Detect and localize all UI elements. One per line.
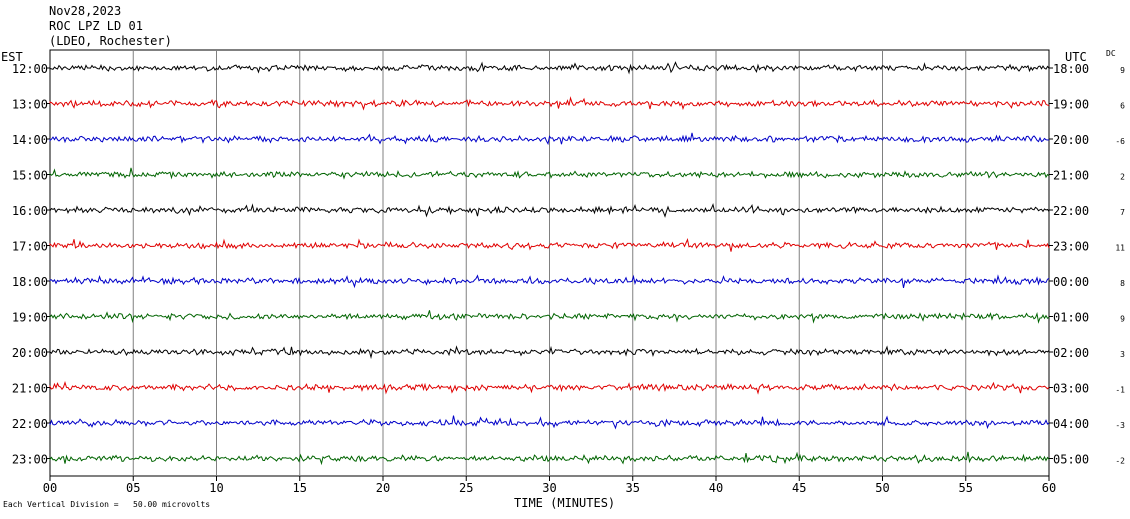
trace-line: [49, 310, 1050, 324]
utc-time-label: 23:00: [1053, 240, 1089, 254]
dc-offset-value: 2: [1120, 173, 1125, 182]
x-tick-label: 20: [376, 481, 390, 495]
x-tick-label: 35: [626, 481, 640, 495]
trace-line: [49, 237, 1050, 252]
utc-time-label: 02:00: [1053, 346, 1089, 360]
est-time-label: 22:00: [12, 417, 48, 431]
dc-offset-value: 8: [1120, 279, 1125, 288]
x-tick-label: 00: [43, 481, 57, 495]
left-timezone-label: EST: [1, 50, 23, 64]
dc-offset-value: -1: [1115, 386, 1125, 395]
est-time-label: 16:00: [12, 204, 48, 218]
dc-offset-header: DC: [1106, 49, 1116, 58]
x-tick-label: 25: [459, 481, 473, 495]
est-time-label: 20:00: [12, 346, 48, 360]
dc-offset-value: -6: [1115, 137, 1125, 146]
trace-line: [49, 274, 1050, 289]
network-name: (LDEO, Rochester): [49, 34, 172, 48]
utc-time-label: 01:00: [1053, 311, 1089, 325]
est-time-label: 23:00: [12, 453, 48, 467]
est-time-label: 18:00: [12, 275, 48, 289]
record-date: Nov28,2023: [49, 4, 122, 18]
trace-line: [49, 345, 1050, 360]
dc-offset-value: 7: [1120, 208, 1125, 217]
x-tick-label: 45: [792, 481, 806, 495]
x-tick-label: 60: [1042, 481, 1056, 495]
dc-offset-value: 6: [1120, 102, 1125, 111]
dc-offset-value: 11: [1115, 244, 1125, 253]
dc-offset-value: 3: [1120, 350, 1125, 359]
utc-time-label: 04:00: [1053, 417, 1089, 431]
est-time-label: 12:00: [12, 62, 48, 76]
trace-line: [49, 380, 1050, 395]
x-tick-label: 10: [209, 481, 223, 495]
utc-time-label: 18:00: [1053, 62, 1089, 76]
trace-line: [49, 132, 1050, 146]
utc-time-label: 22:00: [1053, 204, 1089, 218]
trace-line: [49, 451, 1050, 466]
trace-line: [49, 167, 1050, 180]
utc-time-label: 00:00: [1053, 275, 1089, 289]
x-tick-label: 05: [126, 481, 140, 495]
utc-time-label: 20:00: [1053, 133, 1089, 147]
station-code: ROC LPZ LD 01: [49, 19, 143, 33]
right-timezone-label: UTC: [1065, 50, 1087, 64]
dc-offset-value: 9: [1120, 66, 1125, 75]
utc-time-label: 19:00: [1053, 98, 1089, 112]
est-time-label: 21:00: [12, 382, 48, 396]
est-time-label: 17:00: [12, 240, 48, 254]
x-tick-label: 30: [542, 481, 556, 495]
trace-line: [49, 61, 1050, 75]
est-time-label: 13:00: [12, 98, 48, 112]
x-tick-label: 50: [875, 481, 889, 495]
dc-offset-value: -2: [1115, 457, 1125, 466]
est-time-label: 14:00: [12, 133, 48, 147]
trace-line: [49, 202, 1050, 218]
utc-time-label: 21:00: [1053, 169, 1089, 183]
utc-time-label: 05:00: [1053, 453, 1089, 467]
x-tick-label: 40: [709, 481, 723, 495]
vertical-division-note: Each Vertical Division = 50.00 microvolt…: [3, 500, 211, 509]
trace-line: [49, 415, 1050, 430]
dc-offset-value: 9: [1120, 315, 1125, 324]
x-tick-label: 15: [293, 481, 307, 495]
est-time-label: 19:00: [12, 311, 48, 325]
utc-time-label: 03:00: [1053, 382, 1089, 396]
dc-offset-value: -3: [1115, 421, 1125, 430]
trace-line: [49, 96, 1050, 111]
est-time-label: 15:00: [12, 169, 48, 183]
x-tick-label: 55: [959, 481, 973, 495]
x-axis-label: TIME (MINUTES): [514, 496, 616, 510]
